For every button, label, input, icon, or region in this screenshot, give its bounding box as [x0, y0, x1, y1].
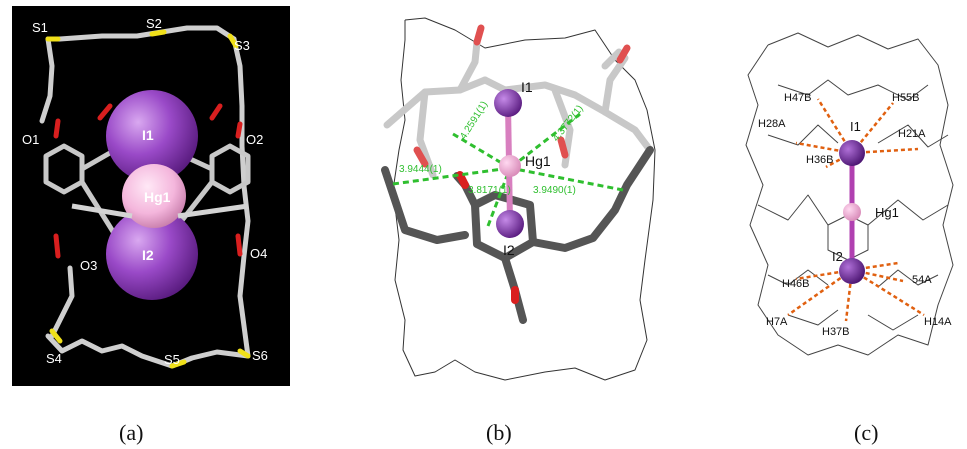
panel-b-contacts: I1 Hg1 I2 4.2591(1) 4.3772(1) 3.9444(1) …	[365, 0, 665, 392]
hg1-atom-b	[499, 155, 521, 177]
distance-label-4: 3.8171(1)	[468, 185, 511, 196]
caption-a: (a)	[119, 420, 144, 445]
label-s5: S5	[164, 352, 180, 367]
label-o4: O4	[250, 246, 267, 261]
label-i2-c: I2	[832, 249, 843, 264]
label-h47b: H47B	[784, 92, 812, 104]
label-o1: O1	[22, 132, 39, 147]
i1-atom-b	[494, 89, 522, 117]
hg1-atom	[122, 164, 186, 228]
caption-b: (b)	[486, 420, 512, 445]
label-s2: S2	[146, 16, 162, 31]
label-i1-c: I1	[850, 119, 861, 134]
label-s1: S1	[32, 20, 48, 35]
panel-c-structure: H47B H55B H28A I1 H21A H36B Hg1 I2 H46B …	[745, 32, 954, 356]
caption-c: (c)	[854, 420, 879, 445]
label-h46b: H46B	[782, 278, 810, 290]
panel-a-structure: S1 S2 S3 O1 O2 O3 O4 S4 S5 S6 I1 Hg1 I2	[22, 16, 268, 369]
label-hg1-b: Hg1	[525, 153, 551, 169]
panel-b-structure: I1 Hg1 I2 4.2591(1) 4.3772(1) 3.9444(1) …	[381, 17, 656, 381]
i1-atom-c	[839, 140, 865, 166]
label-h14a: H14A	[924, 316, 952, 328]
label-h36b: H36B	[806, 154, 834, 166]
label-o2: O2	[246, 132, 263, 147]
label-h28a: H28A	[758, 118, 786, 130]
label-i1: I1	[142, 127, 154, 143]
hg1-atom-c	[843, 203, 861, 221]
label-hg1: Hg1	[144, 189, 171, 205]
distance-label-1: 4.2591(1)	[458, 99, 490, 141]
i1-atom	[106, 90, 198, 182]
label-s3: S3	[234, 38, 250, 53]
i2-atom-b	[496, 210, 524, 238]
i2-atom-c	[839, 258, 865, 284]
label-h55b: H55B	[892, 92, 920, 104]
distance-label-3: 3.9444(1)	[399, 164, 442, 175]
panel-a-crystal-structure: S1 S2 S3 O1 O2 O3 O4 S4 S5 S6 I1 Hg1 I2	[12, 6, 290, 386]
label-i1-b: I1	[521, 79, 533, 95]
label-h37b: H37B	[822, 326, 850, 338]
label-h21a: H21A	[898, 128, 926, 140]
label-s4: S4	[46, 351, 62, 366]
label-hg1-c: Hg1	[875, 205, 899, 220]
label-h7a: H7A	[766, 316, 788, 328]
distance-label-5: 3.9490(1)	[533, 185, 576, 196]
i2-atom	[106, 208, 198, 300]
label-54a: 54A	[912, 274, 932, 286]
label-i2-b: I2	[503, 242, 515, 258]
label-i2: I2	[142, 247, 154, 263]
label-o3: O3	[80, 258, 97, 273]
panel-c-contacts: H47B H55B H28A I1 H21A H36B Hg1 I2 H46B …	[728, 25, 967, 365]
label-s6: S6	[252, 348, 268, 363]
